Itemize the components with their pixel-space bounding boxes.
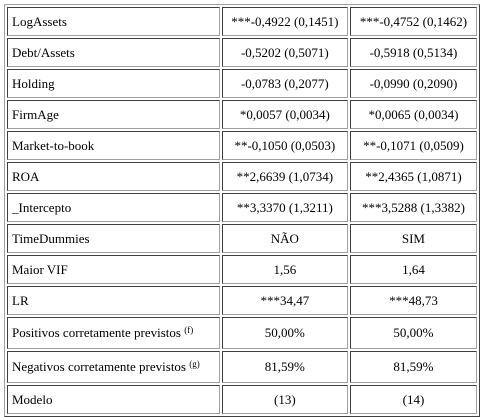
table-row: Negativos corretamente previstos (g) 81,… [7,351,477,383]
model-13-value: NÃO [221,224,348,253]
model-13-value: **3,3370 (1,3211) [221,193,348,222]
model-13-value: ***34,47 [221,286,348,315]
model-13-value: ***-0,4922 (0,1451) [221,7,348,36]
model-14-value: *0,0065 (0,0034) [349,100,477,129]
model-14-value: 1,64 [349,255,477,284]
table-row: LogAssets ***-0,4922 (0,1451) ***-0,4752… [7,7,477,36]
table-row: Holding -0,0783 (0,2077) -0,0990 (0,2090… [7,69,477,98]
model-14-value: -0,0990 (0,2090) [349,69,477,98]
model-14-value: **-0,1071 (0,0509) [349,131,477,160]
model-13-value: -0,5202 (0,5071) [221,38,348,67]
table-row: Maior VIF 1,56 1,64 [7,255,477,284]
table-row: LR ***34,47 ***48,73 [7,286,477,315]
model-13-value: -0,0783 (0,2077) [221,69,348,98]
row-label: Market-to-book [7,131,220,160]
table-row: TimeDummies NÃO SIM [7,224,477,253]
regression-results-table: LogAssets ***-0,4922 (0,1451) ***-0,4752… [4,4,480,417]
row-label: TimeDummies [7,224,220,253]
model-13-value: **-0,1050 (0,0503) [221,131,348,160]
model-13-value: 1,56 [221,255,348,284]
table-row: ROA **2,6639 (1,0734) **2,4365 (1,0871) [7,162,477,191]
row-label: Modelo [7,385,220,414]
row-label: LR [7,286,220,315]
footnote-marker: (f) [184,325,194,335]
table-row: Market-to-book **-0,1050 (0,0503) **-0,1… [7,131,477,160]
model-14-value: 50,00% [349,317,477,349]
table-row: Positivos corretamente previstos (f) 50,… [7,317,477,349]
model-14-value: -0,5918 (0,5134) [349,38,477,67]
model-14-value: ***3,5288 (1,3382) [349,193,477,222]
model-13-value: 81,59% [221,351,348,383]
table-row: Modelo (13) (14) [7,385,477,414]
model-14-value: 81,59% [349,351,477,383]
row-label: _Intercepto [7,193,220,222]
table-row: FirmAge *0,0057 (0,0034) *0,0065 (0,0034… [7,100,477,129]
row-label: Debt/Assets [7,38,220,67]
footnote-marker: (g) [189,359,200,369]
page: LogAssets ***-0,4922 (0,1451) ***-0,4752… [4,4,480,417]
table-row: _Intercepto **3,3370 (1,3211) ***3,5288 … [7,193,477,222]
row-label: LogAssets [7,7,220,36]
model-14-value: (14) [349,385,477,414]
row-label: Maior VIF [7,255,220,284]
row-label: Positivos corretamente previstos (f) [7,317,220,349]
model-14-value: ***-0,4752 (0,1462) [349,7,477,36]
table-row: Debt/Assets -0,5202 (0,5071) -0,5918 (0,… [7,38,477,67]
row-label: Holding [7,69,220,98]
row-label: ROA [7,162,220,191]
model-14-value: ***48,73 [349,286,477,315]
model-13-value: *0,0057 (0,0034) [221,100,348,129]
model-13-value: 50,00% [221,317,348,349]
row-label-text: Positivos corretamente previstos [12,325,181,340]
model-13-value: (13) [221,385,348,414]
model-13-value: **2,6639 (1,0734) [221,162,348,191]
row-label: FirmAge [7,100,220,129]
row-label-text: Negativos corretamente previstos [12,359,186,374]
row-label: Negativos corretamente previstos (g) [7,351,220,383]
model-14-value: SIM [349,224,477,253]
model-14-value: **2,4365 (1,0871) [349,162,477,191]
